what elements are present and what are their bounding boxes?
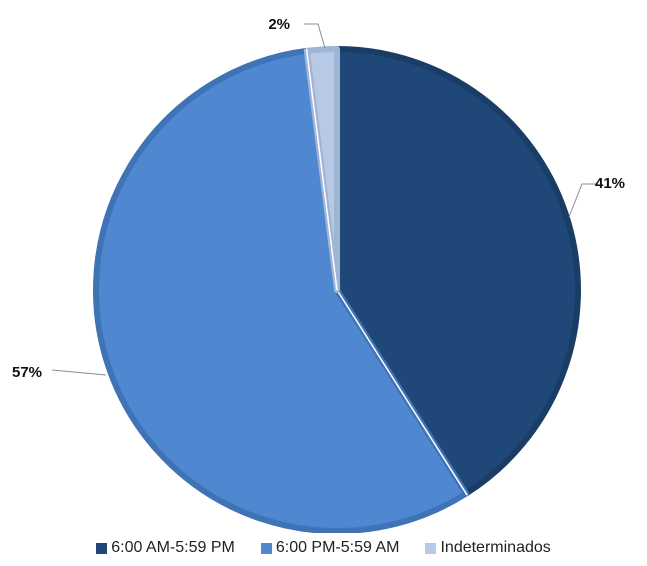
legend-label-day: 6:00 AM-5:59 PM	[111, 539, 235, 556]
label-indeterminados: 2%	[268, 16, 290, 33]
pie-slices	[92, 46, 581, 533]
leader-lines	[51, 23, 598, 376]
legend-swatch-night	[260, 542, 272, 554]
leader-line	[568, 183, 598, 218]
pie-chart: 41% 57% 2%	[12, 16, 625, 533]
legend-label-night: 6:00 PM-5:59 AM	[275, 539, 400, 556]
leader-line	[51, 369, 107, 376]
legend-item-night: 6:00 PM-5:59 AM	[260, 539, 400, 557]
legend: 6:00 AM-5:59 PM 6:00 PM-5:59 AM Indeterm…	[0, 533, 647, 563]
legend-item-indeterminados: Indeterminados	[425, 539, 551, 557]
data-labels: 41% 57% 2%	[12, 16, 625, 381]
slice-night	[92, 47, 470, 533]
legend-label-indeterminados: Indeterminados	[440, 539, 551, 556]
legend-swatch-day	[96, 542, 108, 554]
label-day: 41%	[595, 175, 625, 192]
slice-separator	[305, 48, 338, 291]
leader-line	[304, 23, 326, 49]
legend-swatch-indeterminados	[425, 542, 437, 554]
legend-item-day: 6:00 AM-5:59 PM	[96, 539, 235, 557]
slice-separator	[336, 289, 468, 496]
label-night: 57%	[12, 364, 42, 381]
